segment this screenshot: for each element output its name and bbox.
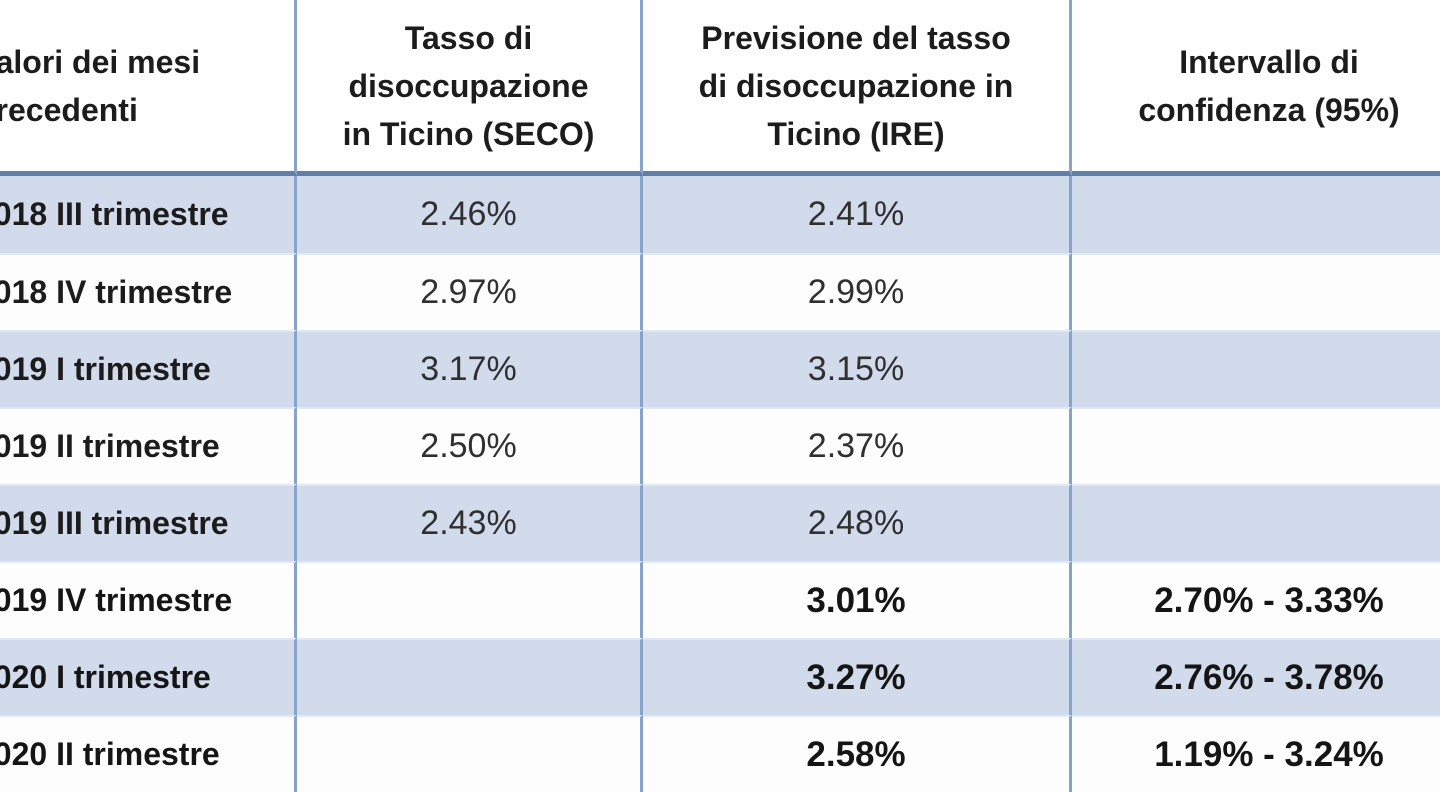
cell-ire: 3.01% (643, 561, 1072, 638)
cell-confidence: 1.19% - 3.24% (1072, 715, 1440, 792)
cell-ire: 3.27% (643, 638, 1072, 715)
cell-confidence (1072, 330, 1440, 407)
table-row: 2018 IV trimestre 2.97% 2.99% (0, 253, 1440, 330)
cell-seco: 2.97% (297, 253, 643, 330)
table-row: 2019 II trimestre 2.50% 2.37% (0, 407, 1440, 484)
cell-confidence (1072, 253, 1440, 330)
cell-period: 2020 II trimestre (0, 715, 297, 792)
cell-period: 2019 IV trimestre (0, 561, 297, 638)
cell-period: 2018 IV trimestre (0, 253, 297, 330)
cell-ire: 2.41% (643, 176, 1072, 253)
cell-period: 2018 III trimestre (0, 176, 297, 253)
cell-confidence (1072, 176, 1440, 253)
cell-ire: 3.15% (643, 330, 1072, 407)
cell-ire: 2.58% (643, 715, 1072, 792)
column-header-period: Valori dei mesi precedenti (0, 0, 297, 176)
cell-period: 2019 II trimestre (0, 407, 297, 484)
table-row: 2018 III trimestre 2.46% 2.41% (0, 176, 1440, 253)
cell-period: 2019 I trimestre (0, 330, 297, 407)
cell-confidence: 2.76% - 3.78% (1072, 638, 1440, 715)
cell-seco: 3.17% (297, 330, 643, 407)
table-header: Valori dei mesi precedenti Tasso di diso… (0, 0, 1440, 176)
column-header-seco: Tasso di disoccupazione in Ticino (SECO) (297, 0, 643, 176)
cell-confidence (1072, 484, 1440, 561)
table-row: 2020 II trimestre 2.58% 1.19% - 3.24% (0, 715, 1440, 792)
column-header-confidence: Intervallo di confidenza (95%) (1072, 0, 1440, 176)
cell-ire: 2.48% (643, 484, 1072, 561)
column-header-ire: Previsione del tasso di disoccupazione i… (643, 0, 1072, 176)
table-row: 2020 I trimestre 3.27%2.76% - 3.78% (0, 638, 1440, 715)
cell-ire: 2.37% (643, 407, 1072, 484)
cell-seco: 2.46% (297, 176, 643, 253)
cell-confidence (1072, 407, 1440, 484)
cell-period: 2020 I trimestre (0, 638, 297, 715)
cell-ire: 2.99% (643, 253, 1072, 330)
cell-confidence: 2.70% - 3.33% (1072, 561, 1440, 638)
table-row: 2019 IV trimestre 3.01% 2.70% - 3.33% (0, 561, 1440, 638)
table-body: 2018 III trimestre 2.46% 2.41% 2018 IV trim… (0, 176, 1440, 792)
cell-seco (297, 561, 643, 638)
table-row: 2019 III trimestre 2.43% 2.48% (0, 484, 1440, 561)
cell-seco: 2.43% (297, 484, 643, 561)
cell-period: 2019 III trimestre (0, 484, 297, 561)
header-row: Valori dei mesi precedenti Tasso di diso… (0, 0, 1440, 176)
cell-seco (297, 638, 643, 715)
cell-seco (297, 715, 643, 792)
cell-seco: 2.50% (297, 407, 643, 484)
